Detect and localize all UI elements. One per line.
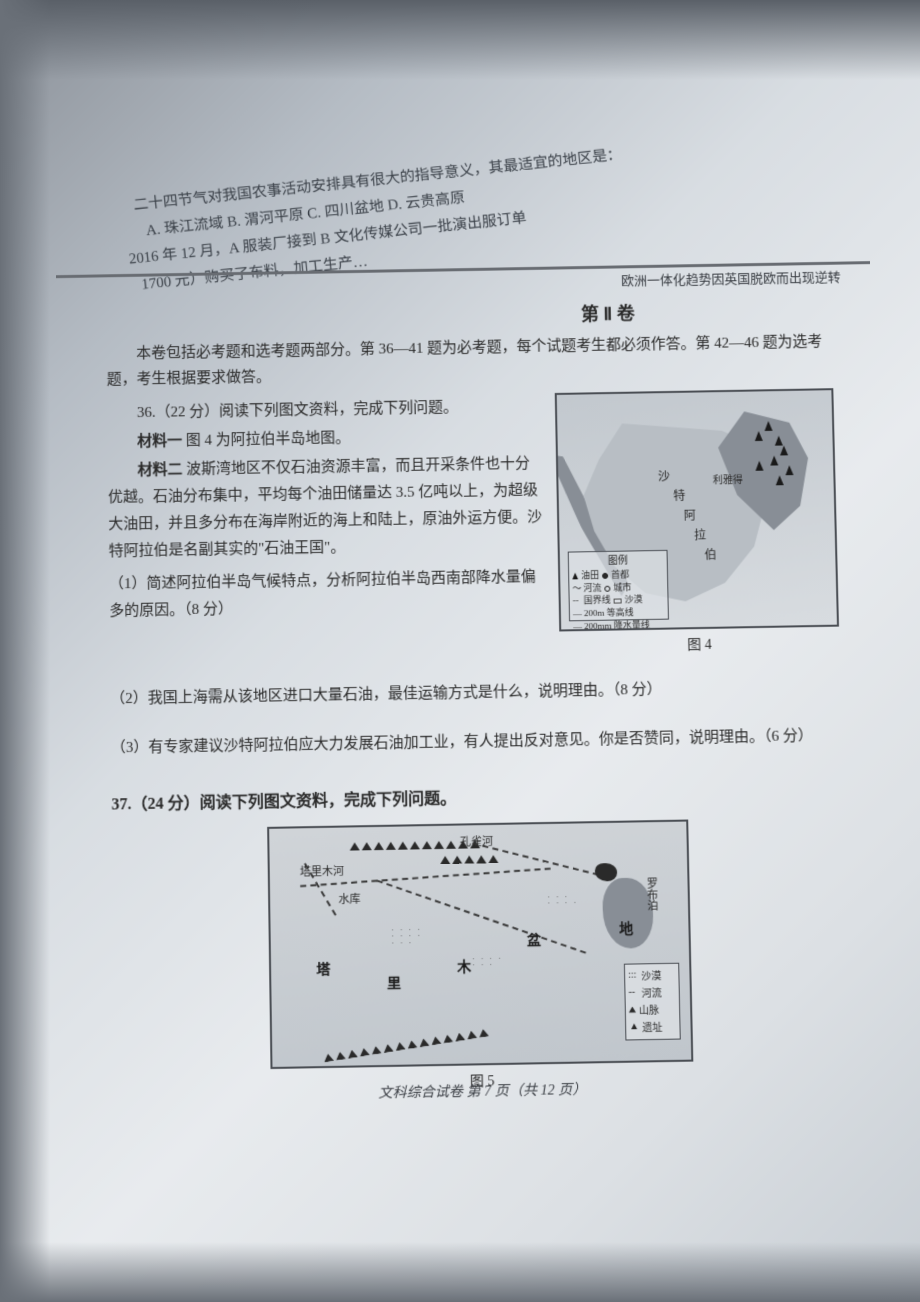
section-2-intro: 本卷包括必考题和选考题两部分。第 36—41 题为必考题，每个试题考生都必须作答…	[106, 330, 833, 393]
tarim-river-label: 塔里木河	[300, 863, 344, 880]
legend-title: 图例	[572, 554, 664, 569]
arabian-map: 沙 特 阿 拉 伯 利雅得 图例 油田 首都	[555, 388, 839, 631]
legend-contour: 200m 等高线	[584, 607, 634, 620]
figure4-caption: 图 4	[559, 632, 839, 657]
q36-material2: 材料二 波斯湾地区不仅石油资源丰富，而且开采条件也十分优越。石油分布集中，平均每…	[108, 451, 546, 566]
desert-pattern: · · · ·· · ·	[472, 956, 513, 982]
q36-text-column: 36.（22 分）阅读下列图文资料，完成下列问题。 材料一 图 4 为阿拉伯半岛…	[107, 393, 548, 664]
lop-nor-label: 罗布泊	[643, 877, 660, 911]
legend5-mountain: 山脉	[639, 1001, 659, 1017]
tarim-basin-map: · · · ·· · · ·· · · · · · ·· · · · · ·· …	[267, 820, 693, 1070]
map-label-bo: 伯	[704, 546, 716, 563]
map-label-sha: 沙	[658, 467, 670, 484]
page-footer: 文科综合试卷 第 7 页（共 12 页）	[378, 1079, 586, 1103]
legend-city: 城市	[613, 582, 631, 594]
map-label-la: 拉	[694, 526, 706, 543]
legend-oil: 油田	[581, 570, 599, 582]
figure-4: 沙 特 阿 拉 伯 利雅得 图例 油田 首都	[555, 388, 840, 656]
map5-legend: ::: 沙漠 -- 河流 山脉 ▲ 遗址	[624, 963, 681, 1041]
legend-precip: 200mm 降水量线	[584, 620, 650, 632]
reservoir-label: 水库	[338, 891, 360, 908]
material2-label: 材料二	[138, 462, 183, 479]
basin-li: 里	[387, 973, 401, 993]
legend5-desert: 沙漠	[641, 967, 661, 983]
basin-mu: 木	[457, 956, 471, 976]
mountain-range-north2	[440, 855, 498, 864]
capital-icon	[602, 573, 608, 579]
legend-border: 国界线	[584, 595, 611, 607]
map-legend: 图例 油田 首都 ～ 河流 城市	[568, 550, 669, 621]
legend-capital: 首都	[611, 569, 629, 581]
desert-pattern: · · ·· · · ·	[547, 894, 588, 920]
q36-sub3: （3）有专家建议沙特阿拉伯应大力发展石油加工业，有人提出反对意见。你是否赞同，说…	[111, 723, 842, 763]
desert-icon	[614, 598, 622, 603]
strip-text: 欧洲一体化趋势因英国脱欧而出现逆转	[621, 267, 841, 290]
map-label-a: 阿	[684, 507, 696, 524]
city-icon	[604, 585, 610, 591]
basin-ta: 塔	[316, 959, 330, 979]
material1-label: 材料一	[137, 433, 182, 450]
kongque-river-label: 孔雀河	[460, 833, 493, 850]
desert-pattern: · · · ·· · · ·· · ·	[391, 927, 432, 953]
material1-text: 图 4 为阿拉伯半岛地图。	[186, 430, 351, 449]
map-label-te: 特	[673, 487, 685, 504]
q36-sub2: （2）我国上海需从该地区进口大量石油，最佳运输方式是什么，说明理由。（8 分）	[110, 674, 841, 714]
legend5-ruins: 遗址	[642, 1019, 662, 1035]
exam-page: 二十四节气对我国农事活动安排具有很大的指导意义，其最适宜的地区是： A. 珠江流…	[74, 99, 874, 1254]
legend-desert: 沙漠	[625, 594, 643, 606]
legend5-river: 河流	[641, 984, 661, 1000]
main-content: 第 Ⅱ 卷 本卷包括必考题和选考题两部分。第 36—41 题为必考题，每个试题考…	[106, 296, 850, 1097]
q36-sub1: （1）简述阿拉伯半岛气候特点，分析阿拉伯半岛西南部降水量偏多的原因。（8 分）	[109, 564, 547, 625]
basin-pen: 盆	[527, 930, 541, 950]
question-36: 36.（22 分）阅读下列图文资料，完成下列问题。 材料一 图 4 为阿拉伯半岛…	[107, 388, 840, 664]
basin-di: 地	[619, 918, 633, 938]
legend-river: 河流	[583, 583, 601, 595]
oil-icon	[572, 573, 578, 580]
mountain-range-south	[323, 1028, 489, 1062]
small-lake	[595, 863, 617, 881]
map-label-riyadh: 利雅得	[713, 471, 743, 486]
question-37-header: 37.（24 分）阅读下列图文资料，完成下列问题。	[111, 778, 843, 815]
figure-5: · · · ·· · · ·· · · · · · ·· · · · · ·· …	[267, 820, 694, 1095]
